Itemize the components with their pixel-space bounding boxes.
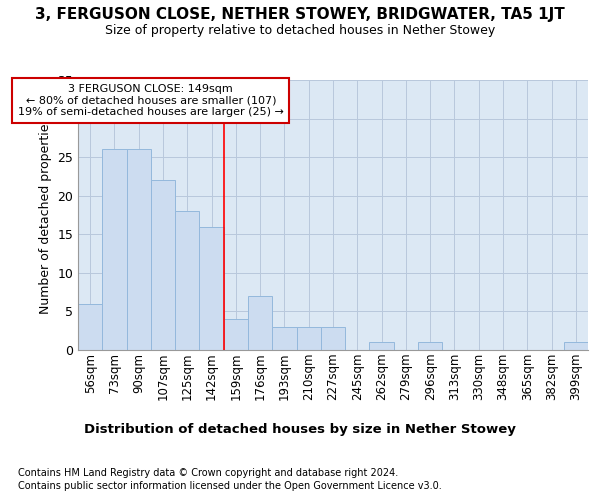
Bar — [102, 150, 127, 350]
Bar — [175, 211, 199, 350]
Bar — [296, 327, 321, 350]
Bar — [272, 327, 296, 350]
Bar — [370, 342, 394, 350]
Text: Contains HM Land Registry data © Crown copyright and database right 2024.: Contains HM Land Registry data © Crown c… — [18, 468, 398, 477]
Bar — [248, 296, 272, 350]
Bar — [564, 342, 588, 350]
Text: 3, FERGUSON CLOSE, NETHER STOWEY, BRIDGWATER, TA5 1JT: 3, FERGUSON CLOSE, NETHER STOWEY, BRIDGW… — [35, 8, 565, 22]
Y-axis label: Number of detached properties: Number of detached properties — [39, 116, 52, 314]
Bar — [224, 319, 248, 350]
Bar — [127, 150, 151, 350]
Text: Distribution of detached houses by size in Nether Stowey: Distribution of detached houses by size … — [84, 422, 516, 436]
Bar — [78, 304, 102, 350]
Bar — [199, 226, 224, 350]
Text: Size of property relative to detached houses in Nether Stowey: Size of property relative to detached ho… — [105, 24, 495, 37]
Text: 3 FERGUSON CLOSE: 149sqm
← 80% of detached houses are smaller (107)
19% of semi-: 3 FERGUSON CLOSE: 149sqm ← 80% of detach… — [18, 84, 284, 117]
Bar — [418, 342, 442, 350]
Bar — [151, 180, 175, 350]
Bar — [321, 327, 345, 350]
Text: Contains public sector information licensed under the Open Government Licence v3: Contains public sector information licen… — [18, 481, 442, 491]
